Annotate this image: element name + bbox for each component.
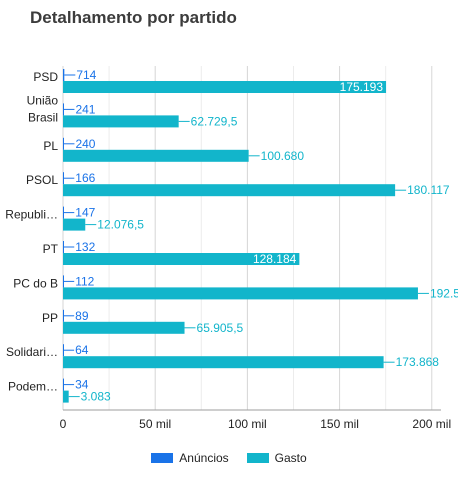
category-label-uniao-brasil-line2: Brasil [28,110,58,124]
data-label-anuncios-psol: 166 [75,171,95,185]
data-label-gasto-pt: 128.184 [253,252,297,266]
legend-label-anuncios: Anúncios [179,451,229,465]
legend: Anúncios Gasto [0,451,458,465]
data-label-gasto-psol: 180.117 [407,183,450,197]
data-label-gasto-solidari: 173.868 [396,355,440,369]
bar-gasto-psol [63,184,396,197]
data-label-gasto-uniao-brasil: 62.729,5 [191,114,238,128]
legend-item-anuncios[interactable]: Anúncios [151,451,229,465]
category-label-uniao-brasil-line1: União [27,93,59,107]
bar-chart: 0 50 mil 100 mil 150 mil 200 mil PSD 714 175.19… [5,66,458,431]
data-label-anuncios-pc-do-b: 112 [75,274,94,288]
data-label-gasto-pp: 65.905,5 [197,321,244,335]
data-label-gasto-pl: 100.680 [261,149,305,163]
x-tick-label: 150 mil [320,417,359,431]
bar-gasto-uniao-brasil [63,115,179,128]
category-label-pp: PP [42,311,58,325]
bar-anuncios-psd [63,69,65,81]
data-label-anuncios-solidari: 64 [75,343,89,357]
data-label-anuncios-pl: 240 [75,137,95,151]
bar-gasto-pt [63,253,300,265]
x-tick-label: 0 [60,417,67,431]
legend-swatch-anuncios [151,453,174,463]
data-label-anuncios-pp: 89 [75,309,89,323]
data-label-anuncios-psd: 714 [76,68,96,82]
bar-gasto-republi [63,218,86,231]
legend-swatch-gasto [246,453,269,463]
data-label-gasto-republi: 12.076,5 [97,218,144,232]
category-label-republi: Republi… [5,208,58,222]
data-label-anuncios-pt: 132 [75,240,95,254]
x-tick-label: 100 mil [228,417,267,431]
bar-gasto-pc-do-b [63,287,418,300]
data-label-anuncios-republi: 147 [75,206,95,220]
category-label-pc-do-b: PC do B [13,276,58,290]
bar-gasto-solidari [63,356,384,369]
data-label-anuncios-podem: 34 [75,378,89,392]
x-tick-label: 50 mil [139,417,171,431]
bar-gasto-pl [63,149,249,162]
category-label-podem: Podem… [8,380,58,394]
category-label-pl: PL [43,139,58,153]
data-label-gasto-psd: 175.193 [340,80,384,94]
category-label-psol: PSOL [26,173,58,187]
category-label-pt: PT [43,242,59,256]
x-tick-label: 200 mil [412,417,451,431]
category-label-solidari: Solidari… [6,345,58,359]
legend-label-gasto: Gasto [274,451,307,465]
data-label-anuncios-uniao-brasil: 241 [75,102,95,116]
data-label-gasto-podem: 3.083 [81,390,111,404]
data-label-gasto-pc-do-b: 192.5 [430,286,458,300]
legend-item-gasto[interactable]: Gasto [246,451,307,465]
bar-gasto-podem [63,390,69,403]
bar-gasto-psd [63,81,387,93]
chart-title: Detalhamento por partido [30,8,237,27]
bar-gasto-pp [63,321,185,334]
category-label-psd: PSD [33,70,58,84]
